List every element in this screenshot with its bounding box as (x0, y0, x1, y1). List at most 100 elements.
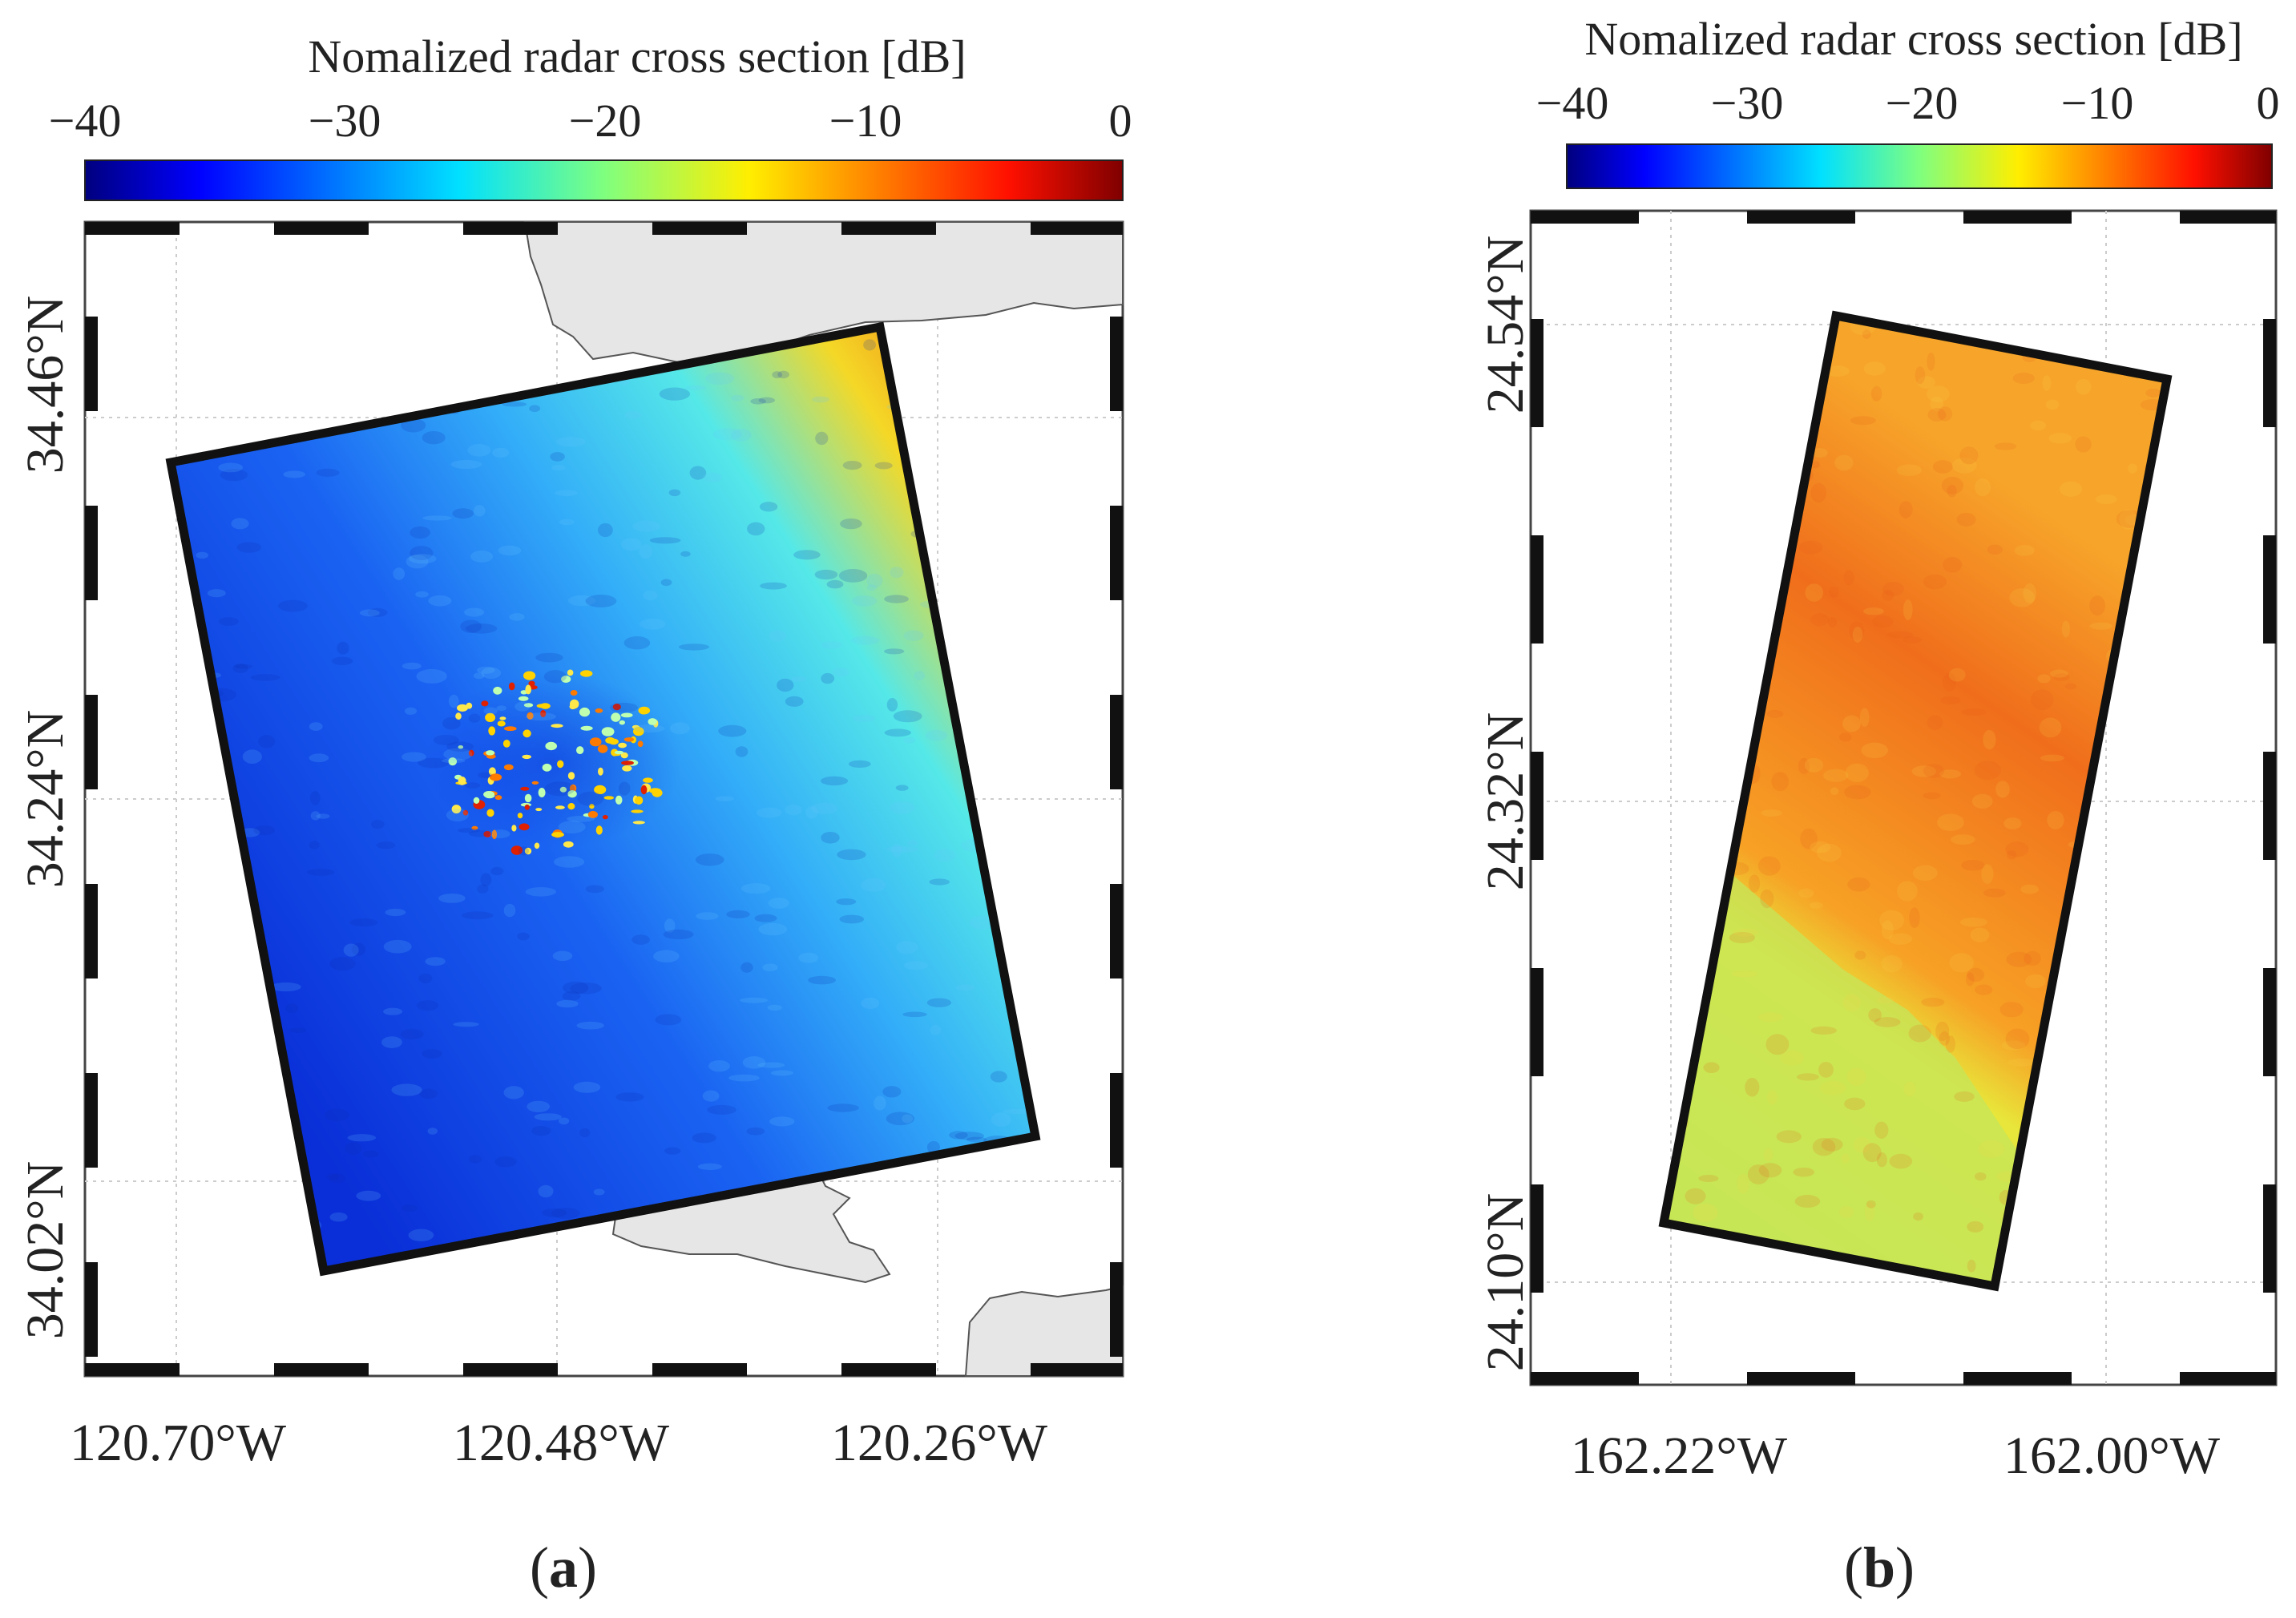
texture-blob (1757, 1012, 1784, 1023)
texture-blob (1841, 1153, 1850, 1164)
texture-blob (1967, 967, 1985, 983)
border-tick (1110, 695, 1123, 789)
colorbar-a-tick-3: −20 (569, 95, 642, 147)
texture-blob (422, 431, 446, 445)
texture-blob (821, 776, 849, 786)
texture-blob (422, 515, 452, 521)
panel-b-letter: b (1863, 1535, 1895, 1600)
texture-blob (821, 832, 840, 844)
texture-blob (689, 466, 707, 480)
texture-blob (1913, 1212, 1924, 1221)
bright-target (563, 841, 574, 848)
texture-blob (757, 1062, 785, 1068)
texture-blob (1882, 590, 1895, 601)
lon-label-b-1: 162.22°W (1571, 1426, 1788, 1485)
texture-blob (585, 595, 617, 607)
border-tick (1531, 968, 1543, 1076)
border-tick (1531, 535, 1543, 644)
lon-label-a-1: 120.70°W (70, 1414, 287, 1472)
texture-blob (655, 1014, 682, 1026)
bright-target (523, 729, 531, 738)
bright-target (567, 669, 574, 676)
texture-blob (1951, 458, 1977, 474)
texture-blob (2014, 545, 2035, 556)
texture-blob (218, 617, 239, 626)
texture-blob (410, 546, 434, 560)
border-tick (1110, 506, 1123, 600)
texture-blob (660, 579, 672, 587)
texture-blob (632, 724, 665, 733)
texture-blob (401, 752, 426, 762)
bright-target (511, 825, 517, 832)
texture-blob (343, 943, 359, 957)
bright-target (523, 671, 536, 680)
texture-blob (726, 910, 750, 918)
bright-target (493, 686, 502, 695)
texture-blob (623, 636, 651, 650)
texture-blob (483, 707, 498, 715)
swath-b-outline (1658, 310, 2173, 1292)
colorbar-b-title: Nomalized radar cross section [dB] (1584, 13, 2242, 65)
lat-label-b-3: 24.10°N (1476, 1193, 1535, 1372)
texture-blob (659, 387, 691, 401)
texture-blob (559, 518, 575, 526)
texture-blob (1970, 927, 1990, 942)
texture-blob (1935, 1021, 1950, 1042)
texture-blob (465, 623, 498, 634)
texture-blob (790, 676, 807, 682)
texture-blob (1850, 416, 1876, 426)
texture-blob (347, 1134, 377, 1142)
texture-blob (785, 804, 802, 816)
texture-blob (890, 801, 915, 815)
texture-blob (446, 809, 469, 821)
bright-target (486, 754, 496, 759)
texture-blob (891, 843, 902, 857)
texture-blob (861, 878, 886, 892)
texture-blob (1780, 1050, 1805, 1066)
texture-blob (760, 582, 787, 590)
texture-blob (1903, 1081, 1916, 1097)
bright-target (518, 696, 529, 701)
texture-blob (270, 982, 301, 992)
texture-blob (450, 459, 482, 470)
border-tick (1031, 222, 1123, 235)
texture-blob (1943, 672, 1956, 692)
lon-label-a-2: 120.48°W (453, 1414, 670, 1472)
texture-blob (1909, 907, 1920, 929)
texture-blob (234, 664, 252, 669)
bright-target (620, 752, 628, 759)
texture-blob (1862, 329, 1871, 339)
texture-blob (1810, 841, 1831, 853)
texture-blob (1757, 856, 1781, 876)
texture-blob (769, 1116, 795, 1127)
texture-blob (220, 469, 248, 482)
texture-blob (1798, 757, 1810, 775)
texture-blob (383, 939, 412, 954)
texture-blob (815, 431, 829, 446)
texture-blob (457, 828, 481, 833)
texture-blob (1932, 460, 1953, 474)
texture-blob (1763, 1148, 1773, 1162)
texture-blob (1959, 446, 1979, 465)
bright-target (517, 813, 523, 819)
texture-blob (866, 574, 883, 588)
texture-blob (1949, 953, 1974, 973)
bright-target (524, 804, 530, 810)
texture-blob (1842, 994, 1861, 1012)
bright-target (589, 737, 602, 747)
texture-blob (621, 538, 642, 551)
texture-blob (793, 550, 821, 560)
texture-blob (2047, 811, 2064, 829)
texture-blob (391, 1083, 422, 1096)
texture-blob (2076, 378, 2092, 395)
colorbar-b-ticks: −40 −30 −20 −10 0 (1536, 77, 2280, 129)
bright-target (561, 676, 571, 683)
texture-blob (1870, 385, 1882, 401)
texture-blob (903, 961, 929, 970)
texture-blob (526, 712, 556, 721)
bright-target (527, 712, 534, 720)
bright-target (531, 781, 539, 785)
texture-blob (449, 694, 459, 708)
swath-a-outline (165, 321, 1041, 1277)
bright-target (471, 825, 478, 830)
